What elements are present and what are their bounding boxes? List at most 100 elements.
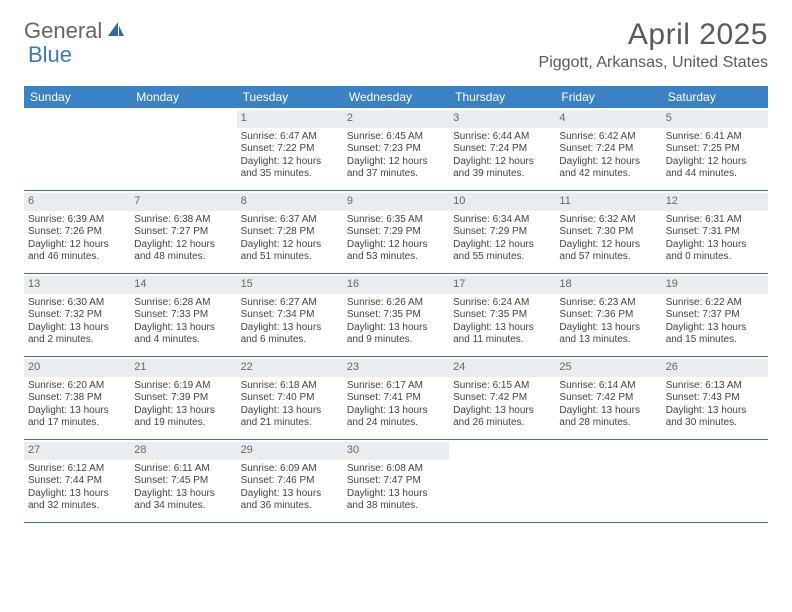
sunrise-text: Sunrise: 6:41 AM <box>666 131 764 144</box>
calendar-cell: 7Sunrise: 6:38 AMSunset: 7:27 PMDaylight… <box>130 191 236 273</box>
calendar-cell: 23Sunrise: 6:17 AMSunset: 7:41 PMDayligh… <box>343 357 449 439</box>
day-number: 2 <box>343 110 449 128</box>
sunrise-text: Sunrise: 6:42 AM <box>559 131 657 144</box>
sunset-text: Sunset: 7:36 PM <box>559 309 657 322</box>
daylight-text: and 30 minutes. <box>666 417 764 430</box>
calendar: Sunday Monday Tuesday Wednesday Thursday… <box>24 86 768 523</box>
daylight-text: Daylight: 12 hours <box>453 156 551 169</box>
daylight-text: and 6 minutes. <box>241 334 339 347</box>
daylight-text: and 21 minutes. <box>241 417 339 430</box>
sunrise-text: Sunrise: 6:09 AM <box>241 463 339 476</box>
logo: General <box>24 18 126 44</box>
sunset-text: Sunset: 7:43 PM <box>666 392 764 405</box>
day-header-row: Sunday Monday Tuesday Wednesday Thursday… <box>24 86 768 108</box>
daylight-text: Daylight: 13 hours <box>28 322 126 335</box>
day-number: 3 <box>449 110 555 128</box>
sunset-text: Sunset: 7:35 PM <box>453 309 551 322</box>
calendar-cell: 4Sunrise: 6:42 AMSunset: 7:24 PMDaylight… <box>555 108 661 190</box>
sunrise-text: Sunrise: 6:24 AM <box>453 297 551 310</box>
calendar-cell: 16Sunrise: 6:26 AMSunset: 7:35 PMDayligh… <box>343 274 449 356</box>
day-number: 8 <box>237 193 343 211</box>
day-number: 16 <box>343 276 449 294</box>
week-row: 6Sunrise: 6:39 AMSunset: 7:26 PMDaylight… <box>24 191 768 274</box>
calendar-cell <box>449 440 555 522</box>
sunrise-text: Sunrise: 6:18 AM <box>241 380 339 393</box>
calendar-cell <box>24 108 130 190</box>
sunrise-text: Sunrise: 6:22 AM <box>666 297 764 310</box>
day-number: 19 <box>662 276 768 294</box>
sunset-text: Sunset: 7:35 PM <box>347 309 445 322</box>
calendar-cell: 25Sunrise: 6:14 AMSunset: 7:42 PMDayligh… <box>555 357 661 439</box>
daylight-text: Daylight: 13 hours <box>134 488 232 501</box>
daylight-text: and 48 minutes. <box>134 251 232 264</box>
calendar-cell <box>555 440 661 522</box>
day-number: 17 <box>449 276 555 294</box>
daylight-text: Daylight: 13 hours <box>559 405 657 418</box>
daylight-text: and 38 minutes. <box>347 500 445 513</box>
day-header-thursday: Thursday <box>449 86 555 108</box>
calendar-cell: 30Sunrise: 6:08 AMSunset: 7:47 PMDayligh… <box>343 440 449 522</box>
calendar-cell: 28Sunrise: 6:11 AMSunset: 7:45 PMDayligh… <box>130 440 236 522</box>
sunset-text: Sunset: 7:41 PM <box>347 392 445 405</box>
calendar-cell: 11Sunrise: 6:32 AMSunset: 7:30 PMDayligh… <box>555 191 661 273</box>
calendar-cell: 1Sunrise: 6:47 AMSunset: 7:22 PMDaylight… <box>237 108 343 190</box>
sunrise-text: Sunrise: 6:35 AM <box>347 214 445 227</box>
daylight-text: Daylight: 13 hours <box>666 239 764 252</box>
sunrise-text: Sunrise: 6:17 AM <box>347 380 445 393</box>
calendar-cell: 20Sunrise: 6:20 AMSunset: 7:38 PMDayligh… <box>24 357 130 439</box>
calendar-cell: 12Sunrise: 6:31 AMSunset: 7:31 PMDayligh… <box>662 191 768 273</box>
daylight-text: and 44 minutes. <box>666 168 764 181</box>
day-number: 20 <box>24 359 130 377</box>
sunrise-text: Sunrise: 6:26 AM <box>347 297 445 310</box>
calendar-cell: 24Sunrise: 6:15 AMSunset: 7:42 PMDayligh… <box>449 357 555 439</box>
day-header-sunday: Sunday <box>24 86 130 108</box>
sunrise-text: Sunrise: 6:31 AM <box>666 214 764 227</box>
day-number: 24 <box>449 359 555 377</box>
sunset-text: Sunset: 7:42 PM <box>559 392 657 405</box>
sunset-text: Sunset: 7:27 PM <box>134 226 232 239</box>
daylight-text: and 13 minutes. <box>559 334 657 347</box>
daylight-text: and 0 minutes. <box>666 251 764 264</box>
sunset-text: Sunset: 7:30 PM <box>559 226 657 239</box>
day-number: 29 <box>237 442 343 460</box>
daylight-text: and 4 minutes. <box>134 334 232 347</box>
daylight-text: Daylight: 13 hours <box>28 405 126 418</box>
daylight-text: and 28 minutes. <box>559 417 657 430</box>
sunrise-text: Sunrise: 6:45 AM <box>347 131 445 144</box>
daylight-text: and 26 minutes. <box>453 417 551 430</box>
day-number: 28 <box>130 442 236 460</box>
daylight-text: Daylight: 12 hours <box>241 156 339 169</box>
day-number: 26 <box>662 359 768 377</box>
daylight-text: Daylight: 13 hours <box>666 405 764 418</box>
sunrise-text: Sunrise: 6:28 AM <box>134 297 232 310</box>
daylight-text: and 11 minutes. <box>453 334 551 347</box>
sunset-text: Sunset: 7:24 PM <box>559 143 657 156</box>
week-row: 13Sunrise: 6:30 AMSunset: 7:32 PMDayligh… <box>24 274 768 357</box>
day-number: 25 <box>555 359 661 377</box>
sunset-text: Sunset: 7:29 PM <box>347 226 445 239</box>
daylight-text: Daylight: 13 hours <box>347 405 445 418</box>
sunrise-text: Sunrise: 6:34 AM <box>453 214 551 227</box>
week-row: 20Sunrise: 6:20 AMSunset: 7:38 PMDayligh… <box>24 357 768 440</box>
sunset-text: Sunset: 7:38 PM <box>28 392 126 405</box>
calendar-cell: 18Sunrise: 6:23 AMSunset: 7:36 PMDayligh… <box>555 274 661 356</box>
daylight-text: and 42 minutes. <box>559 168 657 181</box>
sunset-text: Sunset: 7:26 PM <box>28 226 126 239</box>
daylight-text: Daylight: 13 hours <box>241 488 339 501</box>
daylight-text: Daylight: 12 hours <box>559 239 657 252</box>
calendar-cell <box>662 440 768 522</box>
sunrise-text: Sunrise: 6:44 AM <box>453 131 551 144</box>
sunset-text: Sunset: 7:23 PM <box>347 143 445 156</box>
sunset-text: Sunset: 7:25 PM <box>666 143 764 156</box>
daylight-text: and 32 minutes. <box>28 500 126 513</box>
sunrise-text: Sunrise: 6:27 AM <box>241 297 339 310</box>
calendar-cell: 22Sunrise: 6:18 AMSunset: 7:40 PMDayligh… <box>237 357 343 439</box>
daylight-text: Daylight: 13 hours <box>28 488 126 501</box>
sunset-text: Sunset: 7:37 PM <box>666 309 764 322</box>
day-header-wednesday: Wednesday <box>343 86 449 108</box>
logo-sail-icon <box>106 20 126 38</box>
day-number: 5 <box>662 110 768 128</box>
month-title: April 2025 <box>539 18 768 52</box>
calendar-cell: 6Sunrise: 6:39 AMSunset: 7:26 PMDaylight… <box>24 191 130 273</box>
daylight-text: and 9 minutes. <box>347 334 445 347</box>
